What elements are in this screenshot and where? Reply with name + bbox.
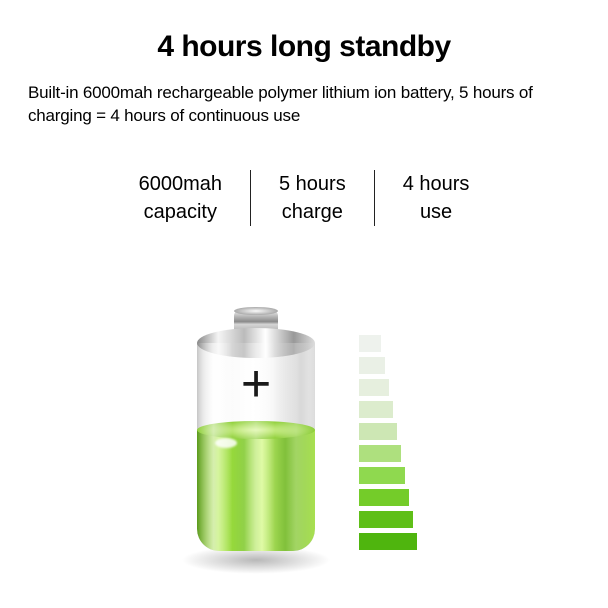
level-bar [359,445,401,462]
specs-row: 6000mah capacity 5 hours charge 4 hours … [0,170,608,226]
battery-illustration-area: + [0,310,608,560]
spec-capacity: 6000mah capacity [111,170,250,226]
level-bar [359,335,381,352]
battery-cap [197,328,315,358]
battery-illustration: + [191,310,321,560]
battery-fill [197,430,315,551]
description-text: Built-in 6000mah rechargeable polymer li… [0,64,608,128]
level-bar [359,533,417,550]
spec-charge: 5 hours charge [251,170,374,226]
plus-icon: + [241,358,271,410]
spec-value: 4 hours [403,170,470,198]
level-bar [359,379,389,396]
spec-value: 6000mah [139,170,222,198]
spec-value: 5 hours [279,170,346,198]
level-indicator [359,335,417,550]
spec-label: charge [279,198,346,226]
level-bar [359,467,405,484]
spec-label: use [403,198,470,226]
level-bar [359,423,397,440]
level-bar [359,511,413,528]
level-bar [359,357,385,374]
level-bar [359,401,393,418]
headline: 4 hours long standby [0,0,608,64]
spec-label: capacity [139,198,222,226]
spec-use: 4 hours use [375,170,498,226]
level-bar [359,489,409,506]
